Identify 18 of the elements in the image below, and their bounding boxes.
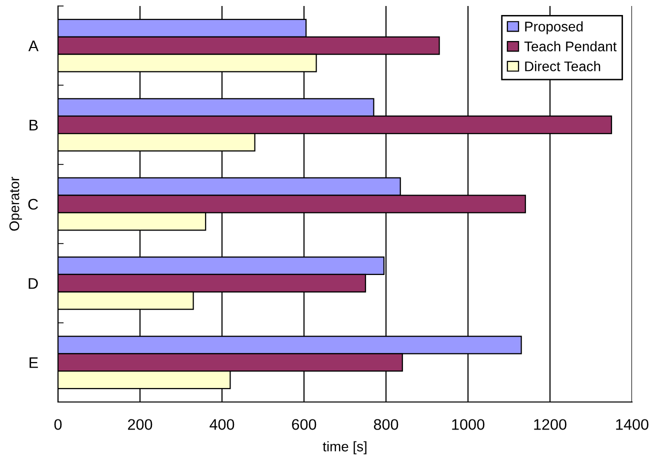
y-tick-label: D	[28, 278, 38, 289]
legend-label: Proposed	[525, 21, 583, 34]
legend-label: Direct Teach	[525, 61, 600, 72]
y-tick-label: B	[30, 120, 38, 130]
x-tick-label: 1200	[534, 419, 566, 430]
x-tick-label: 800	[374, 419, 398, 430]
legend-label: Teach Pendant	[524, 41, 617, 52]
x-tick-label: 200	[128, 419, 152, 430]
x-tick-label: 1000	[452, 419, 484, 430]
y-tick-label: E	[30, 357, 38, 368]
y-tick-label: C	[28, 198, 38, 210]
x-tick-label: 0	[54, 419, 62, 430]
x-tick-label: 600	[292, 419, 316, 430]
x-axis-title: time [s]	[322, 441, 366, 454]
x-tick-label: 1400	[616, 419, 648, 430]
y-tick-label: A	[28, 40, 39, 52]
y-axis-title: Operator	[9, 176, 22, 231]
x-tick-label: 400	[210, 419, 234, 430]
